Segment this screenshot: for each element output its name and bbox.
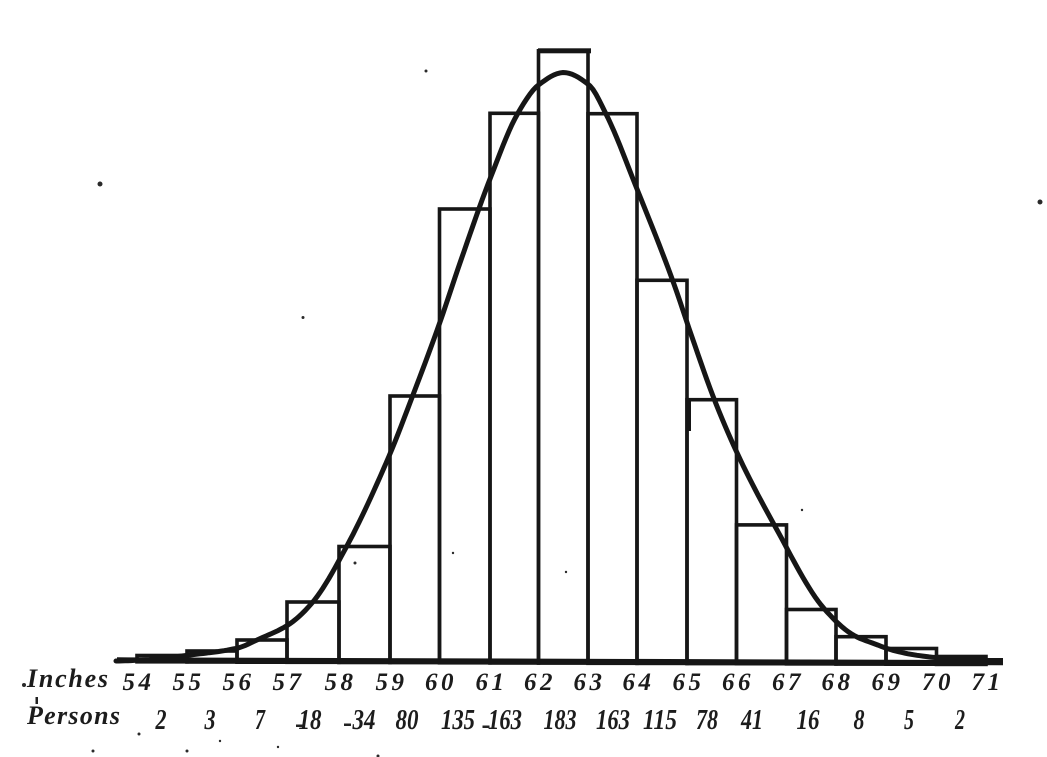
svg-text:Persons: Persons [26, 701, 120, 730]
svg-text:71: 71 [972, 669, 1004, 696]
svg-text:64: 64 [623, 669, 655, 696]
svg-text:80: 80 [396, 704, 419, 736]
svg-text:8: 8 [854, 704, 865, 736]
svg-text:16: 16 [797, 704, 820, 736]
svg-text:63: 63 [574, 669, 606, 696]
svg-text:2: 2 [155, 704, 167, 736]
svg-text:65: 65 [673, 669, 705, 696]
svg-text:70: 70 [922, 669, 954, 696]
svg-text:3: 3 [204, 704, 216, 736]
svg-text:54: 54 [123, 669, 155, 696]
svg-text:163: 163 [596, 704, 630, 736]
svg-text:55: 55 [173, 669, 205, 696]
svg-text:67: 67 [772, 669, 804, 696]
svg-text:34: 34 [352, 704, 376, 736]
svg-text:66: 66 [722, 669, 754, 696]
svg-text:183: 183 [544, 704, 577, 736]
svg-text:7: 7 [255, 704, 266, 736]
svg-text:68: 68 [822, 669, 854, 696]
svg-text:58: 58 [325, 669, 357, 696]
svg-text:5: 5 [904, 704, 914, 736]
svg-text:2: 2 [954, 704, 965, 736]
svg-text:115: 115 [643, 704, 677, 736]
svg-text:135: 135 [441, 704, 475, 736]
svg-text:163: 163 [488, 704, 522, 736]
svg-text:60: 60 [425, 669, 457, 696]
svg-text:56: 56 [223, 669, 255, 696]
svg-text:78: 78 [696, 704, 718, 736]
svg-text:18: 18 [299, 704, 322, 736]
svg-text:59: 59 [376, 669, 408, 696]
svg-text:41: 41 [740, 704, 763, 736]
svg-text:62: 62 [524, 669, 556, 696]
svg-text:69: 69 [872, 669, 904, 696]
svg-text:61: 61 [476, 669, 508, 696]
svg-text:57: 57 [273, 669, 305, 696]
